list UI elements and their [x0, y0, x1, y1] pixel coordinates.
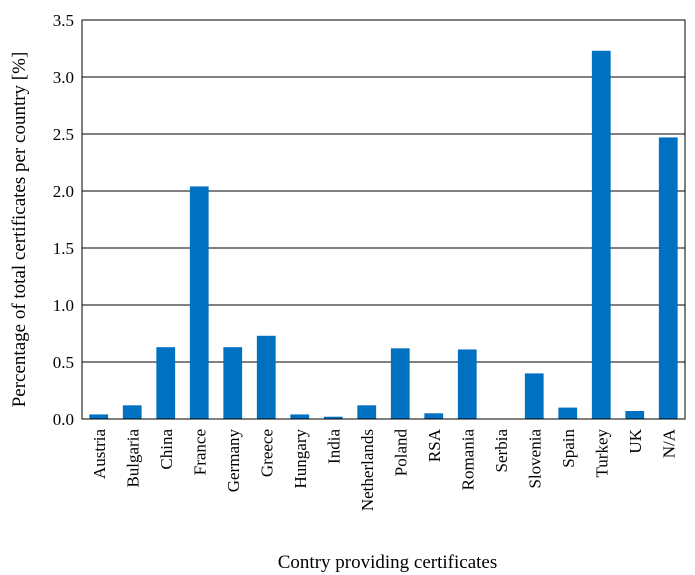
bar-netherlands: [357, 405, 377, 419]
x-tick-label: Romania: [458, 429, 477, 491]
x-tick-label: France: [190, 429, 209, 475]
y-tick-label: 3.0: [53, 68, 74, 87]
gridlines: [82, 19, 685, 420]
bar-austria: [89, 414, 109, 419]
y-tick-labels: 0.0 0.5 1.0 1.5 2.0 2.5 3.0 3.5: [53, 11, 74, 429]
y-tick-label: 2.5: [53, 125, 74, 144]
x-axis-title: Contry providing certificates: [278, 552, 498, 573]
x-tick-label: China: [157, 429, 176, 470]
bar-china: [156, 347, 176, 419]
y-tick-label: 0.5: [53, 353, 74, 372]
x-tick-labels: Austria Bulgaria China France Germany Greece H…: [90, 428, 679, 511]
x-tick-label: Spain: [559, 429, 578, 468]
x-tick-label: Greece: [257, 429, 276, 477]
x-tick-label: RSA: [425, 428, 444, 462]
x-tick-label: India: [324, 429, 343, 464]
bar-india: [323, 416, 343, 419]
x-tick-label: Turkey: [592, 429, 611, 478]
y-tick-label: 0.0: [53, 410, 74, 429]
bar-greece: [256, 335, 276, 419]
bar-turkey: [591, 50, 611, 419]
y-tick-label: 3.5: [53, 11, 74, 30]
bars: [89, 50, 678, 420]
bar-romania: [457, 349, 477, 419]
bar-hungary: [290, 414, 310, 419]
bar-spain: [558, 407, 578, 419]
y-tick-label: 2.0: [53, 182, 74, 201]
bar-n-a: [658, 137, 678, 420]
x-tick-label: Austria: [90, 429, 109, 480]
x-tick-label: Germany: [224, 429, 243, 493]
x-tick-label: UK: [626, 428, 645, 453]
x-tick-label: N/A: [659, 428, 678, 458]
x-tick-label: Poland: [391, 429, 410, 477]
bar-germany: [223, 347, 243, 419]
bar-uk: [625, 411, 645, 419]
y-tick-label: 1.0: [53, 296, 74, 315]
bar-poland: [390, 348, 410, 419]
plot-frame: [81, 19, 686, 420]
x-tick-label: Netherlands: [358, 429, 377, 511]
bar-rsa: [424, 413, 444, 419]
x-tick-label: Bulgaria: [123, 429, 142, 488]
x-tick-label: Hungary: [291, 429, 310, 489]
x-tick-label: Serbia: [492, 429, 511, 473]
y-tick-label: 1.5: [53, 239, 74, 258]
y-axis-title: Percentage of total certificates per cou…: [9, 52, 30, 408]
bar-france: [189, 186, 209, 419]
bar-slovenia: [524, 373, 544, 419]
x-tick-label: Slovenia: [525, 429, 544, 489]
bar-bulgaria: [122, 405, 142, 419]
